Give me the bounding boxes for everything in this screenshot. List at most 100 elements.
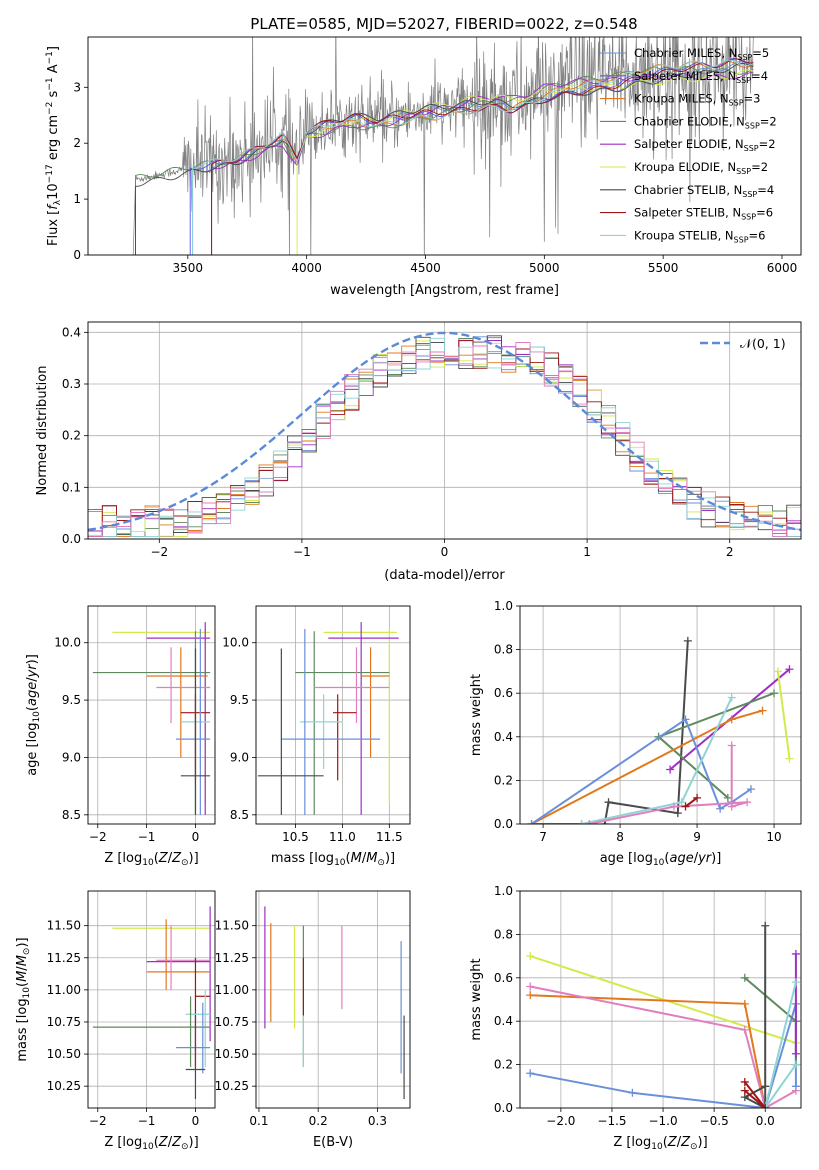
label-part: age [log [25, 723, 40, 776]
label-tail: =2 [759, 137, 776, 151]
weight-point-marker [761, 1082, 770, 1091]
model-spectrum-line [192, 59, 754, 255]
axes-frame [87, 321, 802, 540]
weight-point-marker [740, 1086, 749, 1095]
weight-series-line [744, 1081, 766, 1108]
y-label: mass weight [469, 674, 484, 756]
tick-label-x: 4000 [291, 261, 322, 275]
observed-spectrum [116, 37, 754, 255]
label-sub: SSP [741, 213, 756, 222]
tick-label-x: 2 [726, 545, 734, 559]
tick-label-x: 11.0 [329, 830, 356, 844]
weight-point-marker [526, 982, 535, 991]
weight-point-marker [761, 921, 770, 930]
label-part: / [168, 1135, 173, 1150]
panel-mass-vs-ebv: 0.1 0.2 0.3 10.25 10.50 10.75 11.00 11.25 11.50 E… [215, 890, 411, 1150]
weight-point-marker [785, 665, 794, 674]
label-part: ( [154, 1135, 159, 1150]
tick-label-y: 1.0 [494, 599, 513, 613]
weight-point-marker [527, 820, 536, 824]
label-text: Chabrier ELODIE, N [634, 114, 745, 128]
label-part: −17 [45, 164, 55, 183]
tick-label-y: 0.8 [494, 927, 513, 941]
weight-point-marker [526, 1069, 535, 1078]
tick-label-y: 0.4 [494, 730, 513, 744]
weight-point-marker [693, 793, 702, 802]
weight-point-marker [740, 973, 749, 982]
weight-point-marker [681, 802, 690, 811]
weight-series-line [684, 797, 698, 808]
weight-point-marker [727, 693, 736, 702]
label-part: 10 [653, 858, 665, 868]
weight-point-marker [683, 636, 692, 645]
label-part: E(B-V) [313, 1135, 353, 1150]
tick-label-y: 1 [73, 192, 81, 206]
tick-label-y: 10.75 [215, 1015, 249, 1029]
tick-label-y: 9.0 [230, 750, 249, 764]
label-sub: SSP [729, 99, 744, 108]
label-part: )] [189, 851, 199, 866]
label-part: M [366, 851, 377, 866]
label-part: Z [680, 1135, 691, 1150]
tick-label-x: 10 [766, 830, 781, 844]
label-part: age [log [600, 851, 653, 866]
weight-point-marker [758, 706, 767, 715]
tick-label-y: 10.75 [47, 1015, 81, 1029]
label-sub: SSP [744, 144, 759, 153]
label-part: ⊙ [22, 948, 32, 956]
weight-series-line [529, 955, 797, 1044]
label-part: ( [25, 706, 40, 711]
tick-label-y: 0.0 [494, 817, 513, 831]
tick-label-y: 0.2 [62, 429, 81, 443]
histograms [88, 331, 801, 537]
label-text: Kroupa MILES, N [634, 92, 729, 106]
label-part: mass [log [15, 998, 30, 1061]
tick-label-x: 7 [539, 830, 547, 844]
tick-label-x: −2 [89, 1114, 107, 1128]
weight-point-marker [785, 754, 794, 763]
tick-label-x: 0.3 [368, 1114, 387, 1128]
weight-point-marker [791, 1060, 800, 1069]
weight-point-marker [577, 820, 586, 824]
tick-label-y: 11.25 [47, 951, 81, 965]
residuals-x-label: (data-model)/error [384, 568, 505, 583]
spectrum-y-label: Flux [fλ10−17 erg cm−2 s−1 A−1] [45, 46, 63, 246]
model-spectrum-line [296, 69, 754, 255]
tick-label-y: 0.2 [494, 1058, 513, 1072]
weight-point-marker [604, 798, 613, 807]
label-part: Z [171, 1135, 182, 1150]
label-part: 10 [32, 711, 42, 723]
weight-point-marker [673, 809, 682, 818]
tick-label-x: −1.5 [597, 1114, 626, 1128]
label-text: Kroupa ELODIE, N [634, 160, 736, 174]
tick-label-x: 0.2 [309, 1114, 328, 1128]
label-part: )] [698, 1135, 708, 1150]
tick-label-x: −1 [138, 1114, 156, 1128]
tick-label-y: 9.5 [62, 693, 81, 707]
label-part: 10 [142, 858, 154, 868]
weight-point-marker [585, 820, 594, 824]
label-part: / [677, 1135, 682, 1150]
label-part: / [362, 851, 367, 866]
tick-label-y: 9.0 [62, 750, 81, 764]
label-part: / [15, 966, 30, 971]
weight-point-marker [773, 667, 782, 676]
axes-frame [87, 890, 216, 1109]
weight-series-line [764, 981, 797, 1108]
model-spectrum-line [211, 58, 754, 255]
model-spectrum-line [192, 61, 754, 255]
tick-label-y: 0.2 [494, 773, 513, 787]
label-part: )] [15, 937, 30, 947]
label-part: ] [46, 46, 61, 51]
weight-point-marker [791, 1049, 800, 1058]
label-part: 10 [651, 1142, 663, 1152]
tick-label-y: 3 [73, 80, 81, 94]
tick-label-x: 11.5 [376, 830, 403, 844]
label-part: −1 [45, 51, 55, 64]
weight-point-marker [791, 949, 800, 958]
label-part: )] [189, 1135, 199, 1150]
tick-label-x: 5500 [648, 261, 679, 275]
weight-series-line [742, 925, 767, 1108]
weight-point-marker [526, 952, 535, 961]
